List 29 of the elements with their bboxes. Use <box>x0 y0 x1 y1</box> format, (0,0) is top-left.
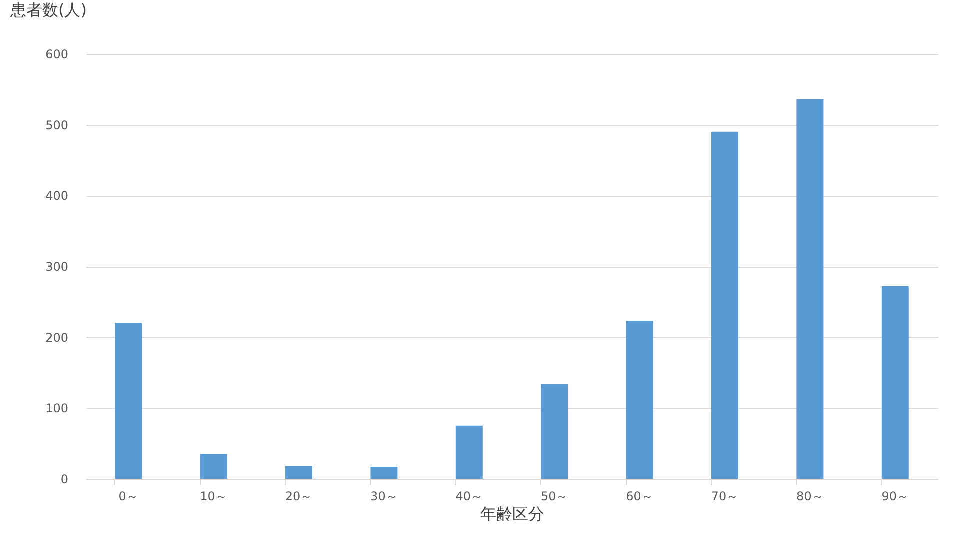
x-axis-title: 年齢区分 <box>480 504 544 524</box>
y-tick-label: 500 <box>46 118 68 132</box>
y-tick-label: 200 <box>46 330 68 345</box>
bar <box>115 323 142 479</box>
bar <box>370 466 398 479</box>
x-tick-label: 20～ <box>285 490 313 504</box>
x-tick-label: 0～ <box>118 490 138 504</box>
x-tick-label: 40～ <box>456 490 484 504</box>
bar <box>200 454 228 479</box>
x-tick-label: 80～ <box>796 490 824 504</box>
bar <box>456 426 483 479</box>
bar <box>882 286 909 479</box>
bar <box>712 132 738 479</box>
x-tick-label: 50～ <box>540 490 568 504</box>
x-tick-label: 90～ <box>882 490 910 504</box>
x-tick-label: 70～ <box>711 490 739 504</box>
x-tick-label: 10～ <box>200 490 228 504</box>
bar <box>626 321 654 479</box>
y-axis-title: 患者数(人) <box>10 0 87 20</box>
y-tick-label: 300 <box>46 260 68 274</box>
x-tick-label: 60～ <box>626 490 654 504</box>
y-tick-label: 600 <box>46 48 68 62</box>
bar <box>541 384 568 479</box>
y-tick-label: 100 <box>46 402 68 416</box>
x-tick-label: 30～ <box>370 490 398 504</box>
y-tick-label: 0 <box>60 472 68 486</box>
y-tick-label: 400 <box>46 189 68 204</box>
bar <box>286 466 312 479</box>
bar <box>796 99 824 479</box>
